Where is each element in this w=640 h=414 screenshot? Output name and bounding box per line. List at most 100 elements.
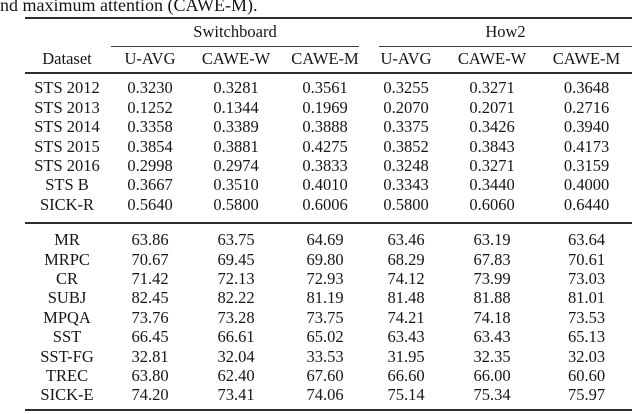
- dataset-label: SST: [52, 327, 82, 347]
- table-row: SICK-R 0.5640 0.5800 0.6006 0.5800 0.6060 0.64…: [25, 195, 633, 224]
- value-cell: 73.41: [217, 385, 255, 405]
- dataset-label: TREC: [45, 365, 89, 385]
- value-cell: 67.83: [473, 249, 511, 269]
- value-cell: 75.34: [473, 385, 511, 405]
- dataset-label: STS 2012: [34, 78, 100, 98]
- value-cell: 75.97: [567, 385, 606, 405]
- value-cell: 0.4173: [563, 136, 610, 156]
- column-header-dataset: Dataset: [25, 47, 109, 74]
- table-row: STS 2015 0.3854 0.3881 0.4275 0.3852 0.3843 0.…: [25, 137, 632, 156]
- value-cell: 74.06: [306, 385, 344, 405]
- value-cell: 0.2070: [383, 97, 429, 117]
- group-header-spacer: [25, 18, 109, 47]
- value-cell: 0.3230: [127, 78, 173, 98]
- column-header-how2-uavg: U-AVG: [369, 47, 444, 74]
- value-cell: 73.99: [473, 268, 511, 288]
- value-cell: 0.3940: [563, 117, 610, 137]
- value-cell: 63.46: [387, 230, 425, 250]
- dataset-label: CR: [55, 268, 78, 288]
- value-cell: 71.42: [131, 268, 169, 288]
- value-cell: 69.80: [306, 249, 344, 269]
- value-cell: 31.95: [387, 346, 425, 366]
- value-cell: 0.3248: [383, 156, 429, 176]
- value-cell: 69.45: [217, 249, 255, 269]
- value-cell: 0.1252: [127, 97, 173, 117]
- table-row: SICK-E 74.20 73.41 74.06 75.14 75.34 75.97: [25, 385, 632, 410]
- results-table: Switchboard How2 Dataset U-AVG CAWE-W CA…: [25, 17, 633, 412]
- value-cell: 32.81: [131, 346, 169, 366]
- switchboard-cmidrule: Switchboard: [111, 21, 360, 47]
- table-row: SST-FG 32.81 32.04 33.53 31.95 32.35 32.03: [25, 347, 632, 366]
- value-cell: 0.2716: [563, 97, 610, 117]
- table-row: MR 63.86 63.75 64.69 63.46 63.19 63.64: [25, 223, 632, 250]
- value-cell: 0.6006: [281, 195, 370, 224]
- value-cell: 70.67: [131, 249, 169, 269]
- value-cell: 73.53: [567, 307, 606, 327]
- value-cell: 0.5640: [109, 195, 191, 224]
- value-cell: 0.3375: [383, 117, 429, 137]
- dataset-label: MRPC: [44, 249, 90, 269]
- dataset-label: STS 2014: [34, 117, 100, 137]
- value-cell: 65.02: [306, 327, 344, 347]
- dataset-label: STS 2015: [34, 136, 100, 156]
- table-row: STS B 0.3667 0.3510 0.4010 0.3343 0.3440 0.400…: [25, 175, 632, 195]
- value-cell: 0.3343: [383, 175, 429, 195]
- value-cell: 70.61: [567, 249, 606, 269]
- value-cell: 0.3881: [213, 136, 259, 156]
- value-cell: 66.45: [131, 327, 169, 347]
- value-cell: 64.69: [306, 230, 344, 250]
- group-label-switchboard: Switchboard: [193, 21, 277, 41]
- value-cell: 66.61: [217, 327, 255, 347]
- value-cell: 0.6440: [541, 195, 633, 224]
- value-cell: 0.3561: [302, 78, 348, 98]
- value-cell: 81.48: [387, 288, 425, 308]
- value-cell: 72.93: [306, 268, 344, 288]
- value-cell: 63.43: [473, 327, 511, 347]
- value-cell: 81.19: [306, 288, 344, 308]
- value-cell: 0.3389: [213, 117, 259, 137]
- group-header-row: Switchboard How2: [25, 18, 633, 47]
- dataset-label: MPQA: [43, 307, 91, 327]
- value-cell: 0.3833: [302, 156, 348, 176]
- table-row: TREC 63.80 62.40 67.60 66.60 66.00 60.60: [25, 366, 632, 385]
- table-row: MRPC 70.67 69.45 69.80 68.29 67.83 70.61: [25, 250, 632, 269]
- dataset-label: SICK-E: [40, 385, 94, 405]
- value-cell: 0.1969: [302, 97, 348, 117]
- value-cell: 63.75: [217, 230, 255, 250]
- value-cell: 60.60: [567, 365, 606, 385]
- value-cell: 0.3440: [469, 175, 515, 195]
- value-cell: 0.5800: [191, 195, 281, 224]
- value-cell: 74.21: [387, 307, 425, 327]
- value-cell: 72.13: [217, 268, 255, 288]
- value-cell: 0.3159: [563, 156, 610, 176]
- value-cell: 0.3854: [127, 136, 173, 156]
- value-cell: 0.4010: [302, 175, 348, 195]
- dataset-label: STS 2013: [34, 97, 100, 117]
- how2-cmidrule: How2: [379, 22, 633, 47]
- value-cell: 74.18: [473, 307, 511, 327]
- column-header-how2-cawem: CAWE-M: [541, 47, 633, 74]
- value-cell: 82.45: [131, 288, 169, 308]
- dataset-label: STS 2016: [34, 156, 100, 176]
- table-row: STS 2012 0.3230 0.3281 0.3561 0.3255 0.3271 0.…: [25, 73, 632, 98]
- value-cell: 0.2998: [127, 156, 173, 176]
- group-header-how2: How2: [369, 18, 633, 47]
- value-cell: 66.60: [387, 365, 425, 385]
- value-cell: 32.35: [473, 346, 511, 366]
- value-cell: 0.3843: [469, 136, 515, 156]
- value-cell: 82.22: [217, 288, 255, 308]
- section-downstream-body: MR 63.86 63.75 64.69 63.46 63.19 63.64 MRPC 70.6…: [25, 223, 632, 411]
- value-cell: 0.3888: [302, 117, 348, 137]
- value-cell: 0.3648: [563, 78, 610, 98]
- dataset-label: MR: [54, 230, 80, 250]
- value-cell: 0.2071: [469, 97, 515, 117]
- value-cell: 0.3510: [213, 175, 259, 195]
- value-cell: 0.3852: [383, 136, 429, 156]
- value-cell: 73.76: [131, 307, 169, 327]
- value-cell: 0.3667: [127, 175, 173, 195]
- table-row: CR 71.42 72.13 72.93 74.12 73.99 73.03: [25, 268, 632, 289]
- table-header: Switchboard How2 Dataset U-AVG CAWE-W CA…: [25, 18, 633, 74]
- value-cell: 32.04: [217, 346, 255, 366]
- value-cell: 32.03: [567, 346, 606, 366]
